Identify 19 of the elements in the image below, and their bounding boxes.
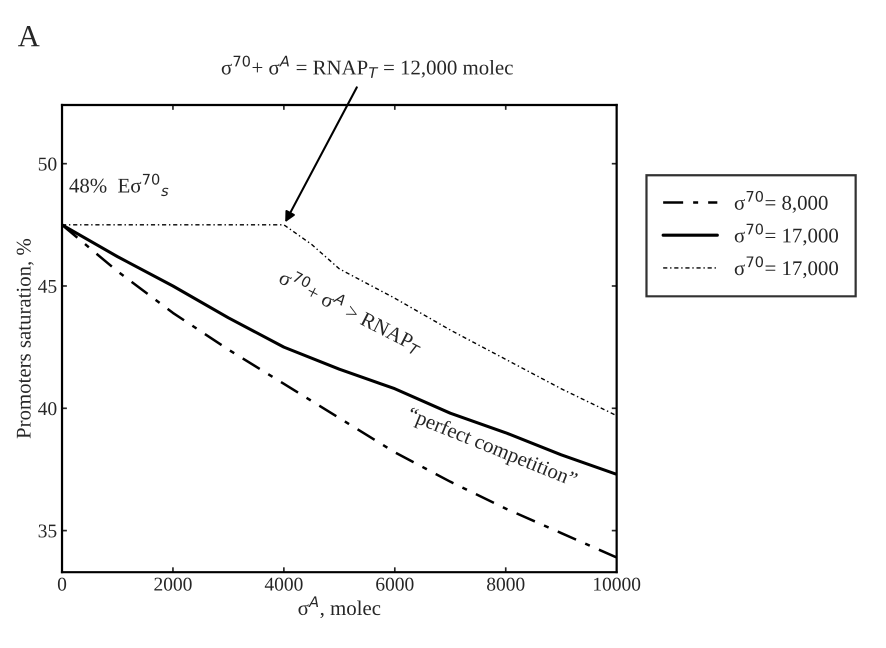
y-axis-title: Promoters saturation, % (16, 238, 34, 438)
chart-title: A (18, 26, 40, 46)
annotation: 48% Eσ$^{70}$$_{s}$ (69, 174, 168, 196)
y-tick-label: 35 (38, 524, 56, 538)
legend-label: σ$^{70}$= 8,000 (734, 190, 828, 213)
annotation: σ$^{70}$+ σ$^{A}$ = RNAP$_{T}$ = 12,000 molec (222, 56, 513, 78)
x-tick-label: 8000 (487, 578, 524, 591)
x-tick-label: 2000 (154, 578, 192, 591)
annotation: σ$^{70}$+ σ$^{A}$ > RNAP$_{T}$ (276, 266, 426, 356)
x-tick-label: 6000 (376, 578, 414, 591)
x-tick-label: 0 (58, 578, 66, 591)
x-tick-label: 10000 (594, 578, 640, 591)
legend-label: σ$^{70}$= 17,000 (734, 224, 838, 246)
x-tick-label: 4000 (264, 578, 303, 591)
y-tick-label: 40 (38, 402, 56, 416)
y-tick-label: 50 (38, 158, 56, 171)
y-tick-label: 45 (38, 280, 56, 293)
x-axis-title: σ$^{A}$, molec (298, 596, 380, 618)
legend-label: σ$^{70}$= 17,000 (734, 256, 838, 278)
